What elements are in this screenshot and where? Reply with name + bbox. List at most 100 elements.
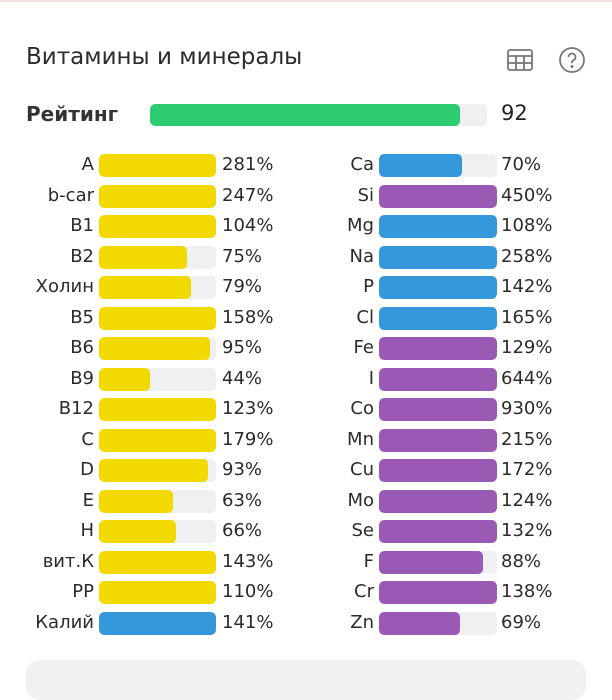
nutrient-bar-fill bbox=[379, 581, 497, 604]
nutrient-name: Cu bbox=[350, 459, 374, 480]
nutrient-row: Холин 79% bbox=[0, 275, 612, 299]
nutrient-bar-fill bbox=[379, 245, 497, 269]
nutrient-row: Cl 165% bbox=[0, 306, 612, 330]
nutrient-name: A bbox=[81, 154, 94, 175]
rating-label: Рейтинг bbox=[26, 102, 119, 126]
nutrient-name: Mo bbox=[347, 489, 374, 511]
nutrient-bar bbox=[99, 245, 216, 269]
nutrient-percent: 450% bbox=[501, 184, 553, 206]
nutrient-name: H bbox=[80, 520, 94, 541]
nutrient-name: F bbox=[363, 550, 374, 572]
nutrient-percent: 124% bbox=[501, 489, 553, 511]
nutrient-row: E 63% bbox=[0, 489, 612, 513]
nutrient-bar-fill bbox=[99, 489, 173, 513]
nutrient-row: Zn 69% bbox=[0, 611, 612, 635]
nutrient-name: B12 bbox=[58, 398, 94, 419]
nutrient-bar-fill bbox=[99, 398, 216, 421]
nutrient-bar bbox=[99, 611, 216, 635]
rating-value: 92 bbox=[501, 101, 528, 125]
nutrient-bar bbox=[379, 215, 497, 238]
nutrient-name: Ca bbox=[350, 154, 374, 175]
nutrient-percent: 75% bbox=[222, 245, 263, 267]
nutrient-row: Ca 70% bbox=[0, 153, 612, 177]
nutrient-bar bbox=[379, 306, 497, 330]
nutrient-row: B2 75% bbox=[0, 245, 612, 269]
nutrient-row: PP 110% bbox=[0, 580, 612, 604]
nutrient-percent: 70% bbox=[501, 154, 542, 175]
nutrient-name: Na bbox=[349, 245, 375, 267]
nutrient-bar bbox=[379, 489, 497, 513]
nutrient-bar-fill bbox=[99, 306, 216, 330]
nutrient-percent: 104% bbox=[222, 215, 274, 236]
nutrient-name: B5 bbox=[70, 306, 94, 328]
nutrient-bar bbox=[379, 276, 497, 299]
next-card bbox=[26, 660, 586, 700]
nutrient-name: Cr bbox=[354, 581, 374, 602]
nutrient-bar-fill bbox=[379, 184, 497, 208]
nutrient-name: B6 bbox=[70, 337, 94, 358]
nutrient-percent: 247% bbox=[222, 184, 274, 206]
nutrient-name: Калий bbox=[35, 611, 94, 633]
nutrient-row: D 93% bbox=[0, 458, 612, 482]
nutrient-name: P bbox=[363, 276, 374, 297]
nutrient-row: B9 44% bbox=[0, 367, 612, 391]
nutrient-percent: 93% bbox=[222, 459, 263, 480]
nutrient-name: Fe bbox=[353, 337, 374, 358]
nutrient-name: вит.К bbox=[42, 550, 94, 572]
table-icon[interactable] bbox=[506, 46, 534, 74]
nutrient-row: F 88% bbox=[0, 550, 612, 574]
nutrient-bar bbox=[379, 459, 497, 482]
nutrient-percent: 110% bbox=[222, 581, 274, 602]
nutrient-percent: 143% bbox=[222, 550, 274, 572]
nutrient-row: B1 104% bbox=[0, 214, 612, 238]
nutrient-bar bbox=[379, 337, 497, 360]
nutrient-percent: 138% bbox=[501, 581, 553, 602]
nutrient-percent: 63% bbox=[222, 489, 263, 511]
nutrient-bar bbox=[99, 520, 216, 543]
nutrient-name: Холин bbox=[35, 276, 94, 297]
nutrient-bar-fill bbox=[379, 215, 497, 238]
nutrient-bar-fill bbox=[379, 337, 497, 360]
nutrient-bar-fill bbox=[99, 276, 192, 299]
nutrient-row: Mo 124% bbox=[0, 489, 612, 513]
nutrient-bar bbox=[379, 520, 497, 543]
nutrient-bar-fill bbox=[99, 550, 216, 574]
nutrient-row: H 66% bbox=[0, 519, 612, 543]
nutrient-row: Si 450% bbox=[0, 184, 612, 208]
nutrient-bar bbox=[379, 550, 497, 574]
rating-bar bbox=[150, 104, 487, 126]
nutrient-bar bbox=[379, 611, 497, 635]
nutrient-percent: 258% bbox=[501, 245, 553, 267]
nutrient-row: P 142% bbox=[0, 275, 612, 299]
nutrient-row: Na 258% bbox=[0, 245, 612, 269]
nutrient-name: B1 bbox=[70, 215, 94, 236]
nutrient-row: Mg 108% bbox=[0, 214, 612, 238]
nutrient-percent: 281% bbox=[222, 154, 274, 175]
nutrient-name: D bbox=[80, 459, 94, 480]
nutrient-row: C 179% bbox=[0, 428, 612, 452]
nutrient-percent: 930% bbox=[501, 398, 553, 419]
help-icon[interactable] bbox=[558, 46, 586, 74]
nutrient-bar-fill bbox=[99, 428, 216, 452]
nutrient-bar bbox=[99, 428, 216, 452]
nutrient-bar-fill bbox=[99, 245, 187, 269]
nutrient-name: Mn bbox=[347, 428, 374, 450]
nutrient-name: B2 bbox=[70, 245, 94, 267]
nutrient-bar bbox=[99, 489, 216, 513]
nutrient-bar-fill bbox=[379, 489, 497, 513]
nutrient-bar-fill bbox=[379, 520, 497, 543]
nutrient-row: Cr 138% bbox=[0, 580, 612, 604]
nutrient-bar bbox=[379, 367, 497, 391]
nutrient-row: Se 132% bbox=[0, 519, 612, 543]
nutrient-name: Se bbox=[351, 520, 375, 541]
nutrient-name: Si bbox=[357, 184, 374, 206]
nutrient-bar-fill bbox=[99, 215, 216, 238]
nutrient-bar bbox=[99, 276, 216, 299]
nutrient-bar bbox=[99, 550, 216, 574]
nutrient-bar-fill bbox=[99, 154, 216, 177]
nutrient-bar-fill bbox=[99, 367, 151, 391]
nutrient-row: вит.К 143% bbox=[0, 550, 612, 574]
nutrient-bar-fill bbox=[379, 276, 497, 299]
nutrient-name: Cl bbox=[356, 306, 374, 328]
nutrient-bar bbox=[99, 306, 216, 330]
